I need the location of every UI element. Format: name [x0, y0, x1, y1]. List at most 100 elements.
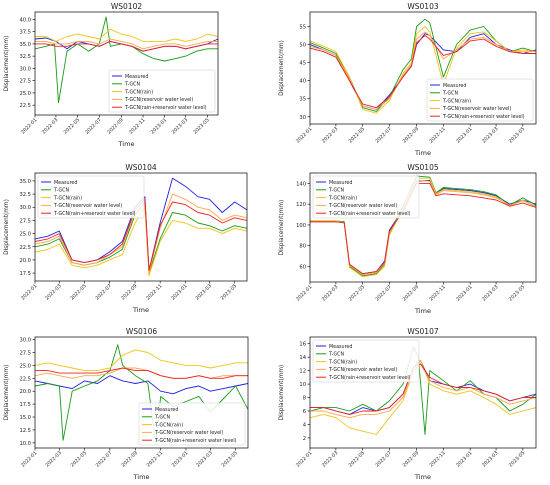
legend-label: T-GCN(rain+reservoir water level): [442, 114, 525, 120]
y-tick-label: 120: [296, 202, 306, 208]
x-tick-label: 2022-01: [295, 126, 313, 144]
x-tick-label: 2022-03: [41, 117, 59, 135]
x-tick-label: 2022-09: [120, 283, 138, 301]
series-lines: [35, 344, 248, 444]
legend-box: [37, 175, 145, 219]
x-tick-label: 2022-11: [428, 126, 446, 144]
series-line: [35, 367, 248, 379]
y-axis-label: Displacement(mm): [4, 365, 10, 421]
series-lines: [310, 346, 536, 435]
x-tick-label: 2022-01: [20, 450, 38, 468]
series-line: [310, 35, 536, 109]
chart-title: WS0106: [126, 327, 157, 336]
x-tick-label: 2022-01: [295, 284, 313, 302]
series-line: [35, 40, 218, 52]
legend-label: T-GCN: [442, 91, 458, 97]
x-tick-label: 2022-05: [63, 117, 81, 135]
y-tick-label: 35.0: [19, 42, 31, 48]
legend-label: T-GCN(reservoir water level): [124, 97, 193, 103]
plot-frame: [309, 336, 537, 449]
series-lines: [35, 16, 218, 104]
x-tick-label: 2022-05: [348, 450, 366, 468]
chart-panel: WS0105 60 80 100 120 140 2022-01 2022-03 2022-05…: [279, 163, 537, 315]
x-tick-label: 2023-05: [508, 450, 526, 468]
chart-panel: WS0106 10.0 12.5 15.0 17.5 20.0 22.5 25.0 27.5 30…: [4, 327, 249, 481]
chart-panel: WS0103 30 35 40 45 50 55 2022-01 2022-03 2022-05 2…: [279, 2, 537, 157]
y-tick-label: 4: [303, 422, 307, 428]
legend-label: T-GCN: [154, 415, 170, 421]
x-tick-label: 2023-01: [171, 450, 189, 468]
series-line: [35, 375, 248, 395]
legend-label: T-GCN(rain+reservoir water level): [328, 375, 411, 381]
y-tick-label: 12.5: [19, 428, 31, 434]
series-line: [310, 360, 536, 435]
legend-label: T-GCN(rain): [53, 195, 82, 201]
y-tick-label: 40: [299, 79, 306, 85]
legend-label: T-GCN(rain+reservoir water level): [124, 105, 207, 111]
x-tick-label: 2023-03: [195, 450, 213, 468]
y-axis-label: Displacement(mm): [4, 36, 10, 92]
x-tick-label: 2022-11: [145, 283, 163, 301]
y-tick-label: 6: [303, 409, 306, 415]
x-axis-label: Time: [414, 149, 431, 157]
legend-label: Measured: [125, 74, 148, 80]
y-axis-label: Displacement(mm): [279, 40, 285, 96]
y-tick-label: 50: [299, 43, 306, 49]
x-tick-label: 2023-03: [481, 126, 499, 144]
y-tick-label: 17.5: [19, 402, 31, 408]
y-tick-label: 25.0: [19, 91, 31, 97]
x-tick-label: 2022-05: [70, 450, 88, 468]
y-tick-label: 22.5: [19, 376, 31, 382]
plot-frame: [34, 172, 248, 282]
series-line: [310, 31, 536, 110]
legend-box: [312, 339, 420, 383]
y-tick-label: 100: [296, 223, 306, 229]
y-tick-label: 27.5: [19, 79, 31, 85]
legend-label: Measured: [329, 344, 352, 350]
legend-label: T-GCN(rain): [154, 422, 183, 428]
x-tick-label: 2022-09: [120, 450, 138, 468]
y-tick-label: 32.5: [19, 54, 31, 60]
x-tick-label: 2022-07: [95, 450, 113, 468]
legend-label: Measured: [54, 180, 77, 186]
y-tick-label: 40.0: [19, 17, 31, 23]
chart-title: WS0103: [407, 2, 438, 11]
chart-title: WS0107: [407, 327, 438, 336]
legend-label: T-GCN(reservoir water level): [53, 203, 122, 209]
y-tick-label: 30.0: [19, 338, 31, 344]
y-tick-label: 22.5: [19, 245, 31, 251]
x-tick-label: 2022-07: [374, 450, 392, 468]
plot-frame: [34, 11, 219, 116]
x-axis-label: Time: [118, 140, 135, 148]
legend-label: T-GCN(rain): [124, 89, 153, 95]
series-lines: [310, 18, 536, 114]
x-tick-label: 2023-01: [455, 126, 473, 144]
y-tick-label: 25.0: [19, 232, 31, 238]
x-tick-label: 2022-07: [374, 126, 392, 144]
x-tick-label: 2022-03: [44, 450, 62, 468]
y-tick-label: 30.0: [19, 66, 31, 72]
x-tick-label: 2022-09: [106, 117, 124, 135]
x-tick-label: 2022-03: [44, 283, 62, 301]
x-tick-label: 2022-11: [128, 117, 146, 135]
y-tick-label: 35: [299, 97, 306, 103]
series-line: [35, 16, 218, 104]
y-tick-label: 14: [299, 355, 306, 361]
legend-label: T-GCN: [124, 82, 140, 88]
y-tick-label: 80: [299, 244, 306, 250]
y-tick-label: 45: [299, 61, 306, 67]
x-tick-label: 2023-01: [455, 284, 473, 302]
series-line: [310, 363, 536, 415]
series-lines: [35, 177, 247, 277]
x-tick-label: 2022-01: [20, 283, 38, 301]
y-tick-label: 10: [299, 382, 306, 388]
chart-title: WS0104: [125, 163, 156, 172]
legend-label: Measured: [443, 83, 466, 89]
x-tick-label: 2023-05: [508, 126, 526, 144]
x-tick-label: 2022-09: [402, 450, 420, 468]
y-tick-label: 140: [296, 181, 306, 187]
